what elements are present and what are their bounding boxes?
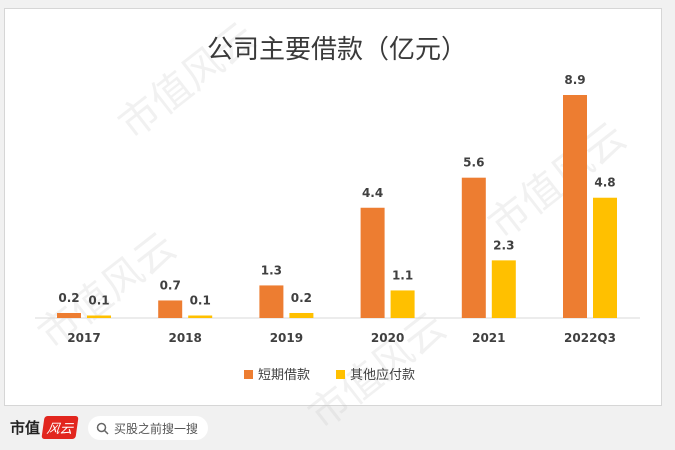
data-label: 2.3 — [493, 238, 514, 252]
data-label: 5.6 — [463, 156, 484, 170]
data-label: 0.2 — [58, 291, 79, 305]
bar — [390, 290, 415, 318]
data-label: 0.7 — [160, 278, 181, 292]
x-tick-label: 2021 — [472, 331, 505, 345]
legend-label: 其他应付款 — [350, 367, 415, 383]
bar — [491, 260, 516, 318]
bar — [360, 207, 385, 318]
x-tick-label: 2022Q3 — [564, 331, 616, 345]
data-label: 1.3 — [261, 263, 282, 277]
data-label: 4.8 — [594, 176, 615, 190]
brand-seal-logo: 风云 — [41, 416, 79, 439]
data-label: 8.9 — [564, 73, 585, 87]
x-tick-label: 2017 — [67, 331, 100, 345]
bar — [259, 285, 284, 318]
bar — [87, 315, 111, 318]
data-label: 0.1 — [88, 293, 109, 307]
legend: 短期借款 其他应付款 — [244, 367, 415, 383]
legend-swatch — [336, 370, 345, 379]
bar-chart: 公司主要借款（亿元） 0.2 0.1 2017 0.7 0.1 2018 1.3 0.2 201… — [35, 35, 640, 383]
bar — [289, 312, 314, 318]
search-placeholder: 买股之前搜一搜 — [114, 421, 199, 436]
plot-area: 0.2 0.1 2017 0.7 0.1 2018 1.3 0.2 2019 4.4 1.1 2020… — [35, 73, 640, 345]
bar — [158, 300, 183, 318]
bar — [57, 312, 81, 318]
data-label: 4.4 — [362, 186, 383, 200]
search-box[interactable]: 买股之前搜一搜 — [88, 416, 208, 440]
brand-name: 市值 — [10, 419, 41, 437]
x-tick-label: 2020 — [371, 331, 404, 345]
chart-title: 公司主要借款（亿元） — [207, 35, 467, 65]
bar — [593, 197, 617, 318]
bar — [563, 95, 587, 318]
chart-card: 市值风云 市值风云 市值风云 市值风云 — [4, 8, 662, 439]
data-label: 1.1 — [392, 268, 413, 282]
legend-label: 短期借款 — [258, 368, 310, 383]
search-icon — [96, 422, 109, 435]
legend-swatch — [244, 370, 253, 379]
x-tick-label: 2019 — [270, 331, 303, 345]
bar — [188, 315, 213, 318]
bar — [461, 177, 486, 318]
x-tick-label: 2018 — [168, 331, 201, 345]
data-label: 0.1 — [190, 293, 211, 307]
brand-logo[interactable]: 市值 风云 — [10, 416, 79, 439]
data-label: 0.2 — [291, 291, 312, 305]
footer: 市值 风云 买股之前搜一搜 — [0, 406, 675, 450]
